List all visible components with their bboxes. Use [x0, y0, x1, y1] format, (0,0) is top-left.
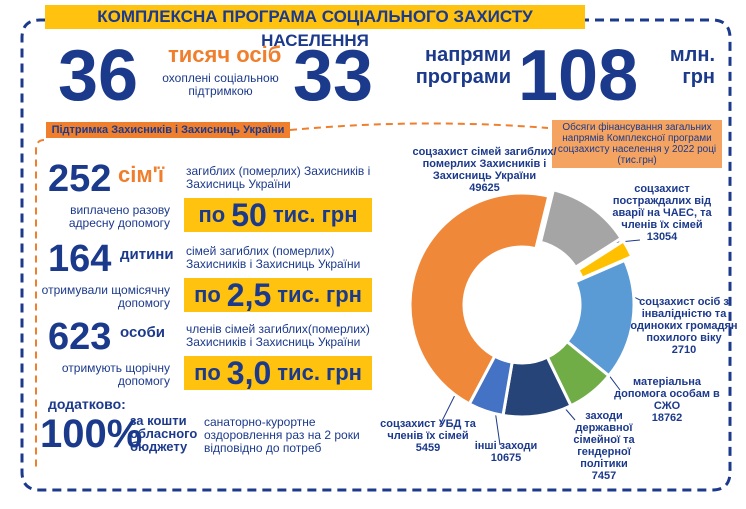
slice-name: інші заходи — [474, 440, 538, 452]
slice-name: заходи державної сімейної та гендерної п… — [573, 410, 635, 470]
item-unit: дитини — [120, 246, 174, 263]
additional-source: за кошти обласного бюджету — [130, 413, 198, 454]
stat-number: 108 — [518, 36, 639, 116]
item-note: виплачено разову адресну допомогу — [68, 203, 170, 230]
slice-name: соцзахист осіб з інвалідністю та одиноки… — [630, 296, 738, 344]
additional-number: 100% — [40, 412, 143, 456]
border — [20, 18, 732, 492]
slice-value: 13054 — [646, 231, 678, 243]
slice-label: інші заходи 10675 — [466, 440, 546, 464]
stat-number: 36 — [58, 36, 139, 116]
stat-unit: напрями програми — [415, 44, 511, 88]
item-number: 252 — [48, 158, 112, 200]
slice-value: 5459 — [415, 442, 441, 454]
amount-unit: тис. грн — [272, 202, 358, 227]
item-number: 164 — [48, 238, 112, 280]
donut-slice — [467, 354, 514, 418]
item-unit: особи — [120, 324, 165, 341]
item-note: отримують щорічну допомогу — [61, 361, 170, 388]
page-title: КОМПЛЕКСНА ПРОГРАМА СОЦІАЛЬНОГО ЗАХИСТУ … — [97, 7, 533, 50]
additional-text: санаторно-курортне оздоровлення раз на 2… — [204, 415, 360, 455]
amount-prefix: по — [194, 360, 221, 385]
title-banner: КОМПЛЕКСНА ПРОГРАМА СОЦІАЛЬНОГО ЗАХИСТУ … — [45, 5, 585, 50]
stat-note: охоплені соціальною підтримкою — [162, 71, 279, 98]
item-recipients: членів сімей загиблих(померлих) Захисник… — [186, 322, 370, 349]
chart-title: Обсяги фінансування загальних напрямів К… — [552, 120, 722, 168]
separator — [289, 122, 549, 131]
donut-slice — [538, 187, 624, 270]
item-recipients: сімей загиблих (померлих) Захисників і З… — [186, 244, 361, 271]
donut — [408, 187, 636, 419]
item-number: 623 — [48, 316, 112, 358]
amount-unit: тис. грн — [277, 360, 362, 385]
item-unit: сім'ї — [118, 162, 165, 187]
slice-name: соцзахист сімей загиблих/померлих Захисн… — [412, 146, 557, 182]
stat-unit: тисяч осіб — [168, 42, 282, 67]
item-recipients: загиблих (померлих) Захисників і Захисни… — [186, 164, 371, 191]
amount-prefix: по — [198, 202, 226, 227]
slice-label: матеріальна допомога особам в СЖО 18762 — [612, 376, 722, 424]
stat-unit: млн. грн — [669, 44, 715, 88]
amount-box: по 50 тис. грн — [184, 196, 372, 233]
section-title: Підтримка Захисників і Захисниць України — [46, 122, 290, 138]
slice-value: 7457 — [591, 470, 617, 482]
item-note: отримували щомісячну допомогу — [41, 283, 170, 310]
slice-value: 2710 — [671, 344, 697, 356]
slice-name: матеріальна допомога особам в СЖО — [614, 376, 720, 412]
amount-box: по 3,0 тис. грн — [184, 354, 372, 391]
slice-name: соцзахист постраждалих від аварії на ЧАЕ… — [612, 183, 712, 231]
stat-number: 33 — [293, 36, 374, 116]
slice-label: соцзахист УБД та членів їх сімей 5459 — [372, 418, 484, 454]
amount: 50 — [231, 196, 267, 233]
slice-value: 10675 — [490, 452, 522, 464]
amount: 3,0 — [226, 354, 272, 391]
slice-label: соцзахист постраждалих від аварії на ЧАЕ… — [598, 183, 726, 243]
donut-slice — [408, 191, 551, 406]
separator — [35, 139, 45, 470]
slice-name: соцзахист УБД та членів їх сімей — [380, 418, 476, 442]
slice-label: заходи державної сімейної та гендерної п… — [566, 410, 642, 482]
additional-title: додатково: — [48, 396, 126, 412]
amount-box: по 2,5 тис. грн — [184, 276, 372, 313]
slice-value: 49625 — [469, 182, 500, 194]
slice-label: соцзахист осіб з інвалідністю та одиноки… — [628, 296, 740, 356]
slice-value: 18762 — [651, 412, 683, 424]
amount: 2,5 — [226, 276, 272, 313]
amount-prefix: по — [194, 282, 221, 307]
slice-label: соцзахист сімей загиблих/померлих Захисн… — [392, 146, 577, 194]
amount-unit: тис. грн — [277, 282, 362, 307]
